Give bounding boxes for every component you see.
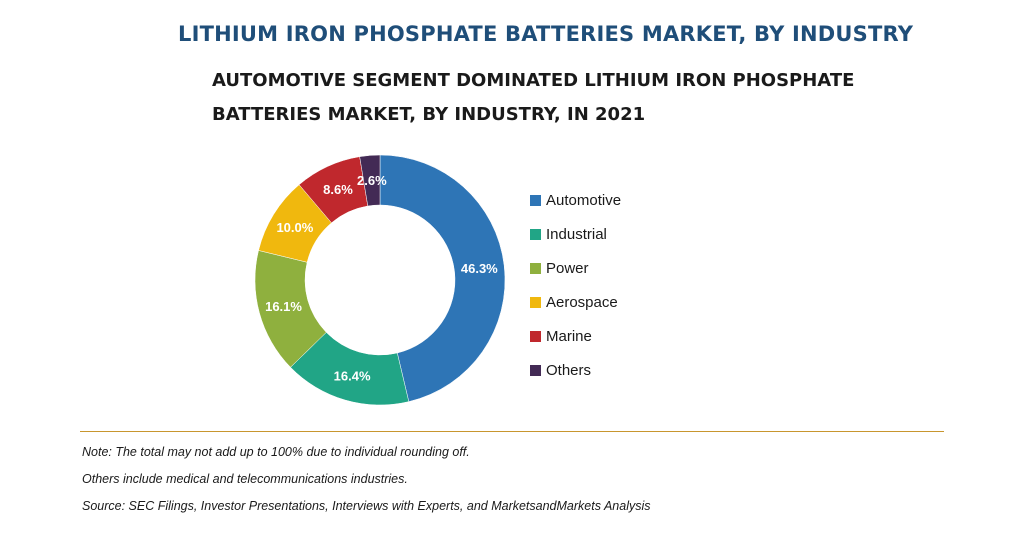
legend-label: Aerospace <box>546 293 618 311</box>
slice-automotive <box>379 154 506 402</box>
chart-subtitle: AUTOMOTIVE SEGMENT DOMINATED LITHIUM IRO… <box>212 70 855 125</box>
chart-legend: Automotive Industrial Power Aerospace Marine… <box>530 183 621 387</box>
slice-others <box>359 154 381 207</box>
slice-label-industrial: 16.4% <box>334 369 371 384</box>
legend-item-aerospace: Aerospace <box>530 285 621 319</box>
legend-label: Automotive <box>546 191 622 209</box>
legend-swatch <box>530 194 541 206</box>
legend-item-others: Others <box>530 353 621 387</box>
legend-label: Marine <box>546 327 592 345</box>
legend-label: Power <box>546 259 589 277</box>
legend-item-power: Power <box>530 251 621 285</box>
legend-item-marine: Marine <box>530 319 621 353</box>
donut-chart: 46.3% 16.4% 16.1% 10.0% 8.6% 2.6% <box>254 154 506 406</box>
slice-label-power: 16.1% <box>265 299 302 314</box>
legend-swatch <box>530 262 541 274</box>
legend-label: Others <box>546 361 592 379</box>
legend-swatch <box>530 296 541 308</box>
slice-label-marine: 8.6% <box>323 182 353 197</box>
notes: Note: The total may not add up to 100% d… <box>82 443 651 524</box>
divider <box>80 431 944 432</box>
chart-title: LITHIUM IRON PHOSPHATE BATTERIES MARKET,… <box>178 22 914 46</box>
slice-label-others: 2.6% <box>357 173 387 188</box>
legend-swatch <box>530 364 541 376</box>
legend-swatch <box>530 330 541 342</box>
note-others: Others include medical and telecommunica… <box>82 472 408 486</box>
slice-label-automotive: 46.3% <box>461 261 498 276</box>
legend-label: Industrial <box>546 225 607 243</box>
legend-swatch <box>530 228 541 240</box>
slice-label-aerospace: 10.0% <box>276 220 313 235</box>
legend-item-automotive: Automotive <box>530 183 621 217</box>
note-source: Source: SEC Filings, Investor Presentati… <box>82 499 651 513</box>
note-rounding: Note: The total may not add up to 100% d… <box>82 445 470 459</box>
legend-item-industrial: Industrial <box>530 217 621 251</box>
